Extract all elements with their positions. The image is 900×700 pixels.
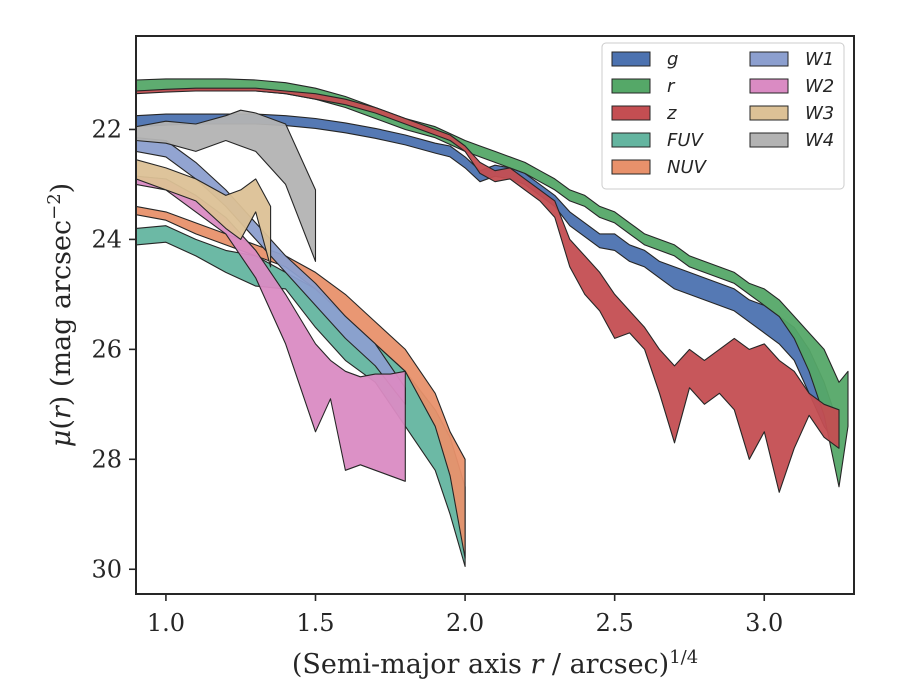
legend-label-g: g [667, 49, 678, 70]
legend-label-z: z [666, 103, 677, 124]
series-bands [136, 78, 849, 568]
plot-frame [135, 35, 855, 595]
y-tick-label: 28 [91, 445, 122, 473]
x-tick-label: 1.0 [147, 609, 185, 637]
legend-swatch-FUV [611, 132, 651, 148]
x-tick-label: 3.0 [745, 609, 783, 637]
y-tick-label: 26 [91, 335, 122, 363]
x-tick-label: 2.0 [446, 609, 484, 637]
band-z [136, 87, 840, 493]
y-tick-label: 24 [91, 225, 122, 253]
band-W4 [136, 109, 317, 262]
legend-label-r: r [667, 76, 676, 97]
y-axis-label: μ(r) (mag arcsec−2) [44, 183, 78, 447]
y-axis-ticks: 22 24 26 28 30 [91, 115, 136, 583]
legend-swatch-NUV [611, 159, 651, 175]
x-tick-label: 2.5 [596, 609, 634, 637]
band-W2 [136, 175, 406, 482]
legend-swatch-W1 [749, 51, 789, 67]
legend-swatch-W4 [749, 132, 789, 148]
x-tick-label: 1.5 [296, 609, 334, 637]
legend-label-W2: W2 [805, 76, 834, 97]
band-r [136, 78, 849, 488]
legend-label-W3: W3 [805, 103, 834, 124]
legend-label-FUV: FUV [667, 130, 705, 151]
legend-swatch-r [611, 78, 651, 94]
legend-swatch-W2 [749, 78, 789, 94]
band-W3 [136, 159, 272, 268]
y-tick-label: 30 [91, 555, 122, 583]
legend-swatch-g [611, 51, 651, 67]
legend-swatch-W3 [749, 105, 789, 121]
legend-label-NUV: NUV [667, 157, 708, 178]
legend-label-W1: W1 [805, 49, 834, 70]
x-axis-ticks: 1.0 1.5 2.0 2.5 3.0 [147, 594, 783, 637]
x-axis-label: (Semi-major axis r / arcsec)1/4 [292, 647, 698, 681]
legend: grz FUV NUV W1 W2 W3 W4 [601, 42, 845, 190]
legend-label-W4: W4 [805, 130, 834, 151]
legend-swatch-z [611, 105, 651, 121]
y-tick-label: 22 [91, 115, 122, 143]
